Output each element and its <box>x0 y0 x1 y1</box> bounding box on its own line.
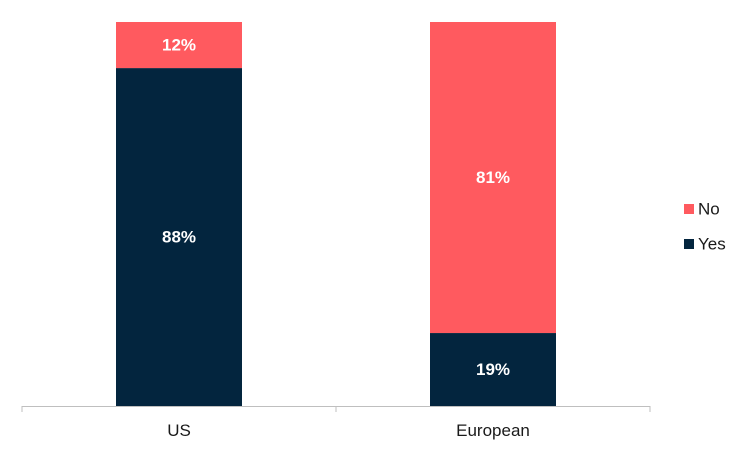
x-tick-label-european: European <box>456 421 530 440</box>
legend-label-yes: Yes <box>698 235 726 254</box>
data-label-no-us: 12% <box>162 36 196 55</box>
x-axis: US European <box>21 406 651 440</box>
bar-segment-no-european <box>430 22 556 334</box>
bar-segment-yes-european <box>430 333 556 406</box>
bars-layer: 88% 12% 19% 81% <box>116 22 556 406</box>
legend: No Yes <box>684 200 726 254</box>
bar-segment-yes-us <box>116 68 242 406</box>
data-label-no-european: 81% <box>476 168 510 187</box>
legend-label-no: No <box>698 200 720 219</box>
bar-segment-no-us <box>116 22 242 69</box>
legend-swatch-yes <box>684 239 694 249</box>
data-label-yes-european: 19% <box>476 360 510 379</box>
data-label-yes-us: 88% <box>162 228 196 247</box>
legend-swatch-no <box>684 204 694 214</box>
x-tick-label-us: US <box>167 421 191 440</box>
legend-item-no: No <box>684 200 720 219</box>
legend-item-yes: Yes <box>684 235 726 254</box>
